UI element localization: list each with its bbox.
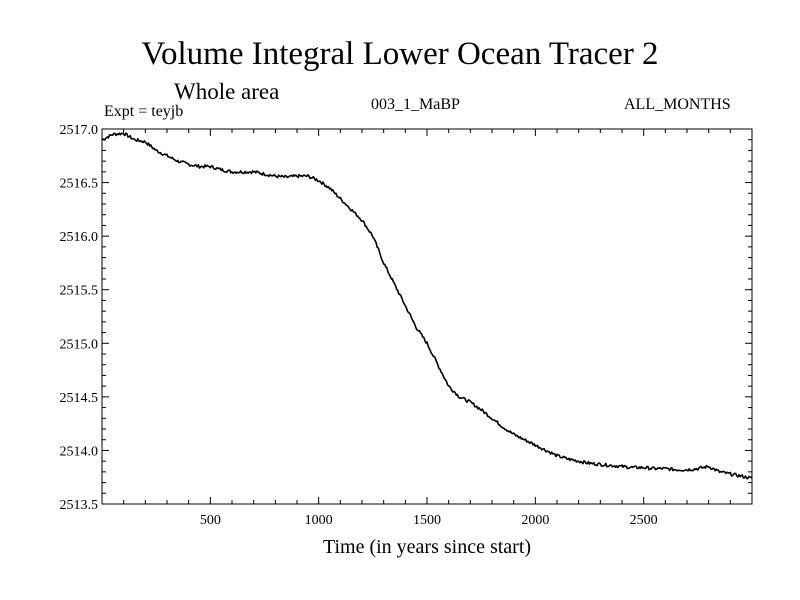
x-tick-label: 2000	[521, 513, 549, 528]
x-tick-label: 1000	[305, 513, 333, 528]
x-axis-label: Time (in years since start)	[322, 536, 532, 558]
plot-frame	[101, 128, 753, 505]
y-tick-label: 2513.5	[60, 498, 99, 513]
series-line	[101, 132, 753, 480]
x-tick-labels: 500 1000 1500 2000 2500	[200, 513, 658, 528]
y-tick-labels: 2513.5 2514.0 2514.5 2515.0 2515.5 2516.0 2516…	[60, 123, 99, 513]
run-label: 003_1_MaBP	[371, 96, 460, 113]
y-tick-label: 2515.5	[60, 284, 99, 299]
x-tick-label: 1500	[413, 513, 441, 528]
y-tick-label: 2515.0	[60, 337, 99, 352]
y-tick-label: 2516.0	[60, 230, 99, 245]
x-tick-label: 500	[200, 513, 221, 528]
chart-subtitle: Whole area	[174, 79, 280, 104]
experiment-label: Expt = teyjb	[104, 103, 184, 120]
y-tick-label: 2514.5	[60, 391, 99, 406]
y-tick-label: 2517.0	[60, 123, 99, 138]
chart-title: Volume Integral Lower Ocean Tracer 2	[141, 36, 659, 72]
x-tick-label: 2500	[630, 513, 658, 528]
y-tick-label: 2514.0	[60, 444, 99, 459]
axis-ticks	[102, 128, 752, 505]
months-label: ALL_MONTHS	[624, 96, 731, 113]
series-lines	[101, 132, 753, 480]
y-tick-label: 2516.5	[60, 177, 99, 192]
